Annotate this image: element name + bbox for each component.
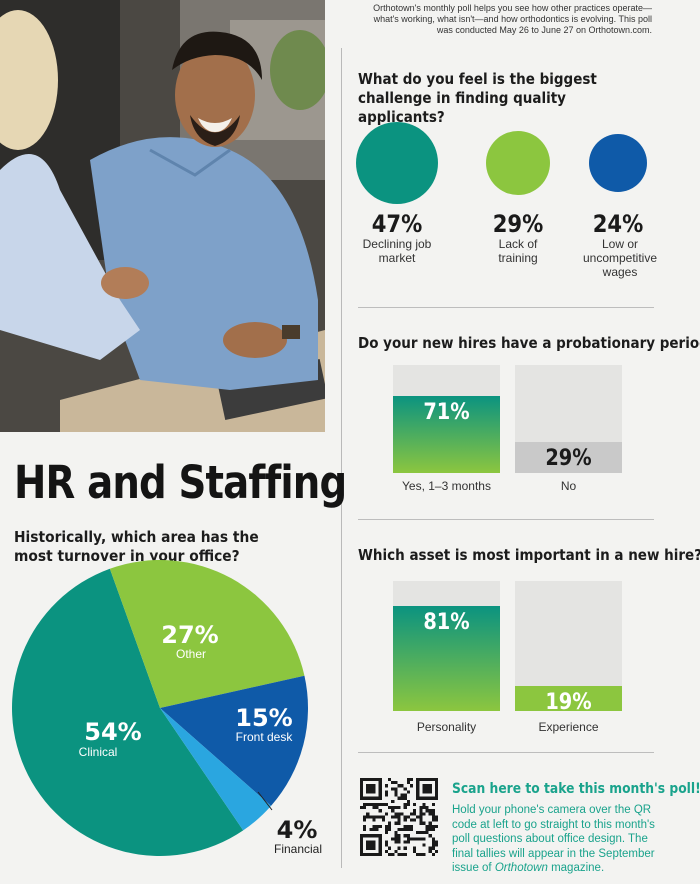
pie-label-financial: Financial — [274, 842, 322, 856]
probation-pct-no: 29% — [545, 445, 592, 471]
scan-poll-instructions: Hold your phone's camera over the QR cod… — [452, 803, 662, 876]
scan-body-end: magazine. — [547, 862, 605, 874]
turnover-question: Historically, which area has the most tu… — [14, 528, 259, 565]
applicants-bubble-chart — [350, 120, 680, 290]
probation-bar-no — [515, 441, 622, 473]
pie-label-front-desk: Front desk — [236, 730, 294, 744]
pie-slice-front-desk — [160, 675, 308, 806]
column-divider — [341, 48, 342, 868]
asset-bar-experience-track: 19% — [515, 581, 622, 715]
scan-body-text: Hold your phone's camera over the QR cod… — [452, 804, 655, 874]
bubble-lack-of-training — [485, 130, 551, 196]
section-divider-3 — [358, 752, 654, 753]
asset-bar-personality — [393, 605, 500, 711]
qr-code-icon[interactable] — [360, 778, 438, 856]
applicants-label-training: Lack of training — [498, 237, 538, 265]
asset-bar-personality-track: 81% — [393, 581, 500, 711]
pie-label-other: Other — [176, 647, 206, 661]
applicants-question: What do you feel is the biggest challeng… — [358, 70, 597, 126]
intro-text: Orthotown's monthly poll helps you see h… — [373, 3, 652, 35]
probation-bar-no-track: 29% — [515, 365, 622, 473]
probation-bar-yes — [393, 396, 500, 473]
asset-label-personality: Personality — [416, 720, 477, 734]
probation-label-yes: Yes, 1–3 months — [402, 479, 491, 493]
pie-slice-other — [109, 560, 305, 708]
pie-pct-front-desk: 15% — [235, 704, 292, 732]
handshake-photo — [0, 0, 325, 432]
scan-poll-title: Scan here to take this month's poll! — [452, 781, 700, 797]
probation-bar-yes-track: 71% — [393, 365, 500, 473]
asset-pct-personality: 81% — [423, 609, 470, 635]
pie-slice-clinical — [12, 568, 244, 856]
section-divider-1 — [358, 307, 654, 308]
asset-label-experience: Experience — [538, 720, 599, 734]
pie-slice-financial — [160, 708, 272, 831]
probation-question: Do your new hires have a probationary pe… — [358, 334, 700, 352]
bubble-declining-job-market — [356, 122, 438, 204]
turnover-pie-chart: 54% Clinical 27% Other 15% Front desk 4%… — [12, 560, 322, 856]
pie-label-clinical: Clinical — [79, 745, 118, 759]
asset-question: Which asset is most important in a new h… — [358, 546, 700, 564]
applicants-label-declining: Declining job market — [362, 237, 432, 265]
applicants-label-wages: Low or uncompetitive wages — [582, 237, 658, 279]
financial-leader-line — [257, 791, 273, 811]
pie-pct-other: 27% — [161, 621, 218, 649]
page-title: HR and Staffing — [14, 456, 347, 509]
probation-pct-yes: 71% — [423, 400, 470, 426]
asset-bar-experience — [515, 686, 622, 711]
applicants-pct-training: 29% — [492, 210, 544, 238]
probation-label-no: No — [560, 479, 577, 493]
pie-pct-financial: 4% — [277, 816, 318, 844]
asset-pct-experience: 19% — [545, 690, 592, 716]
magazine-name: Orthotown — [494, 862, 548, 874]
pie-pct-clinical: 54% — [84, 718, 141, 746]
bubble-low-wages — [588, 133, 648, 193]
section-divider-2 — [358, 519, 654, 520]
applicants-pct-wages: 24% — [592, 210, 644, 238]
applicants-pct-declining: 47% — [371, 210, 423, 238]
